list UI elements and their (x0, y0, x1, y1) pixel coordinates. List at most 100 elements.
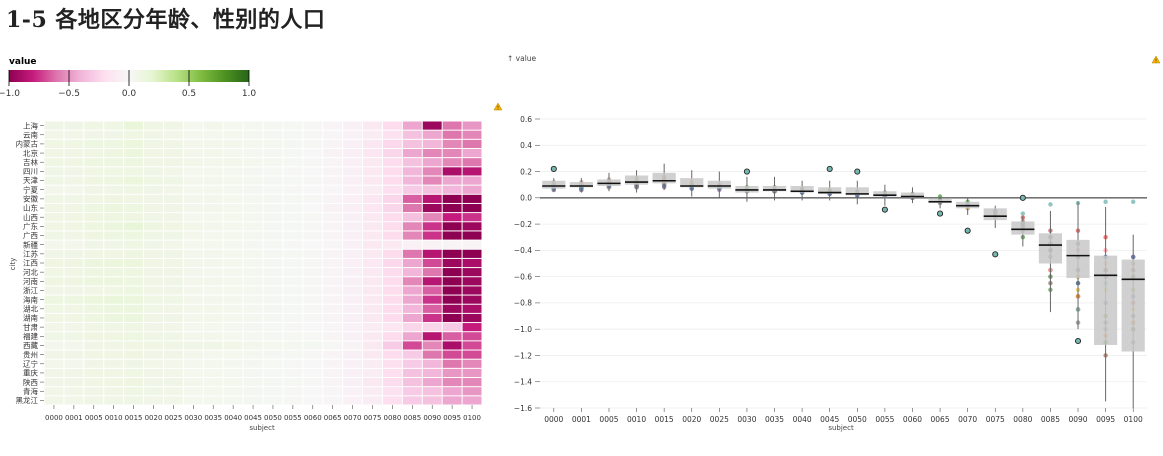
heatmap-cell (382, 313, 402, 323)
heatmap-cell (422, 121, 442, 130)
heatmap-cell (144, 203, 163, 213)
heatmap-cell (104, 268, 124, 277)
heatmap-cell (422, 378, 442, 387)
heatmap-cell (323, 139, 343, 148)
heatmap-cell (402, 277, 422, 286)
heatmap-y-label: 青海 (23, 386, 38, 396)
heatmap-cell (442, 158, 462, 167)
heatmap-cell (402, 148, 422, 158)
heatmap-cell (203, 249, 223, 258)
heatmap-y-label: 陕西 (23, 377, 38, 387)
heatmap-y-label: 河北 (23, 268, 38, 277)
heatmap-cell (422, 213, 442, 222)
heatmap-cell (283, 240, 303, 249)
heatmap-cell (163, 341, 183, 350)
heatmap-cell (44, 359, 64, 368)
heatmap-cell (343, 158, 363, 167)
heatmap-cell (163, 350, 183, 359)
heatmap-cell (303, 258, 323, 268)
heatmap-cell (183, 176, 203, 185)
boxplot-outlier (964, 227, 971, 234)
heatmap-cell (382, 350, 402, 359)
heatmap-y-label: 新疆 (23, 239, 38, 249)
heatmap-cell (223, 323, 243, 332)
heatmap-cell (124, 148, 144, 158)
heatmap-cell (442, 185, 462, 194)
heatmap-cell (44, 203, 64, 213)
heatmap-cell (44, 286, 64, 295)
heatmap-cell (442, 258, 462, 268)
heatmap-cell (104, 139, 124, 148)
heatmap-cell (363, 185, 382, 194)
heatmap-cell (64, 258, 84, 268)
heatmap-cell (104, 323, 124, 332)
heatmap-y-labels: 上海云南内蒙古北京吉林四川天津宁夏安徽山东山西广东广西新疆江苏江西河北河南浙江海… (16, 120, 44, 405)
heatmap-cell (243, 139, 263, 148)
heatmap-cell (223, 304, 243, 313)
heatmap-cell (442, 231, 462, 240)
heatmap-cell (343, 231, 363, 240)
heatmap-cell (64, 268, 84, 277)
heatmap-cell (243, 350, 263, 359)
heatmap-cell (382, 378, 402, 387)
boxplot-outlier (854, 168, 861, 175)
boxplot-x-label: 0060 (903, 415, 922, 424)
heatmap-cell (363, 378, 382, 387)
heatmap-cell (422, 295, 442, 304)
heatmap-y-label: 山东 (23, 203, 38, 213)
heatmap-cell (183, 194, 203, 203)
heatmap-cell (363, 350, 382, 359)
heatmap-cell (44, 378, 64, 387)
heatmap-cell (402, 203, 422, 213)
heatmap-cell (402, 378, 422, 387)
heatmap-cell (203, 121, 223, 130)
heatmap-cell (84, 139, 104, 148)
heatmap-cell (84, 304, 104, 313)
heatmap-cell (44, 148, 64, 158)
heatmap-cell (402, 185, 422, 194)
heatmap-cell (442, 240, 462, 249)
warning-icon[interactable]: ! (1151, 55, 1161, 64)
heatmap-y-label: 辽宁 (23, 358, 38, 368)
heatmap-cell (422, 258, 442, 268)
heatmap-cell (363, 295, 382, 304)
heatmap-cell (263, 203, 283, 213)
heatmap-cell (323, 213, 343, 222)
heatmap-cell (144, 277, 163, 286)
heatmap-cell (402, 231, 422, 240)
heatmap-cell (64, 323, 84, 332)
heatmap-cell (382, 396, 402, 405)
heatmap-cells (44, 121, 482, 405)
heatmap-cell (303, 130, 323, 139)
heatmap-cell (203, 231, 223, 240)
heatmap-cell (343, 359, 363, 368)
heatmap-cell (104, 258, 124, 268)
heatmap-cell (442, 121, 462, 130)
warning-icon[interactable]: ! (493, 102, 503, 111)
boxplot-x-axis-title: subject (828, 424, 854, 432)
heatmap-cell (243, 130, 263, 139)
heatmap-cell (144, 194, 163, 203)
heatmap-cell (402, 222, 422, 231)
heatmap-cell (124, 139, 144, 148)
heatmap-cell (243, 368, 263, 378)
heatmap-cell (263, 213, 283, 222)
heatmap-cell (223, 194, 243, 203)
heatmap-cell (163, 130, 183, 139)
heatmap-cell (84, 203, 104, 213)
heatmap-cell (303, 387, 323, 396)
heatmap-cell (382, 332, 402, 341)
heatmap-cell (223, 130, 243, 139)
heatmap-cell (323, 313, 343, 323)
heatmap-cell (203, 304, 223, 313)
heatmap-cell (84, 378, 104, 387)
heatmap-cell (163, 185, 183, 194)
heatmap-x-label: 0020 (145, 414, 163, 422)
boxplot-x-ticks: 0000 0001 0005 0010 0015 0020 0025 0030 0035 0040… (544, 408, 1143, 424)
heatmap-cell (183, 277, 203, 286)
heatmap-cell (203, 286, 223, 295)
heatmap-cell (303, 277, 323, 286)
heatmap-cell (263, 323, 283, 332)
heatmap-cell (203, 158, 223, 167)
heatmap-cell (442, 378, 462, 387)
